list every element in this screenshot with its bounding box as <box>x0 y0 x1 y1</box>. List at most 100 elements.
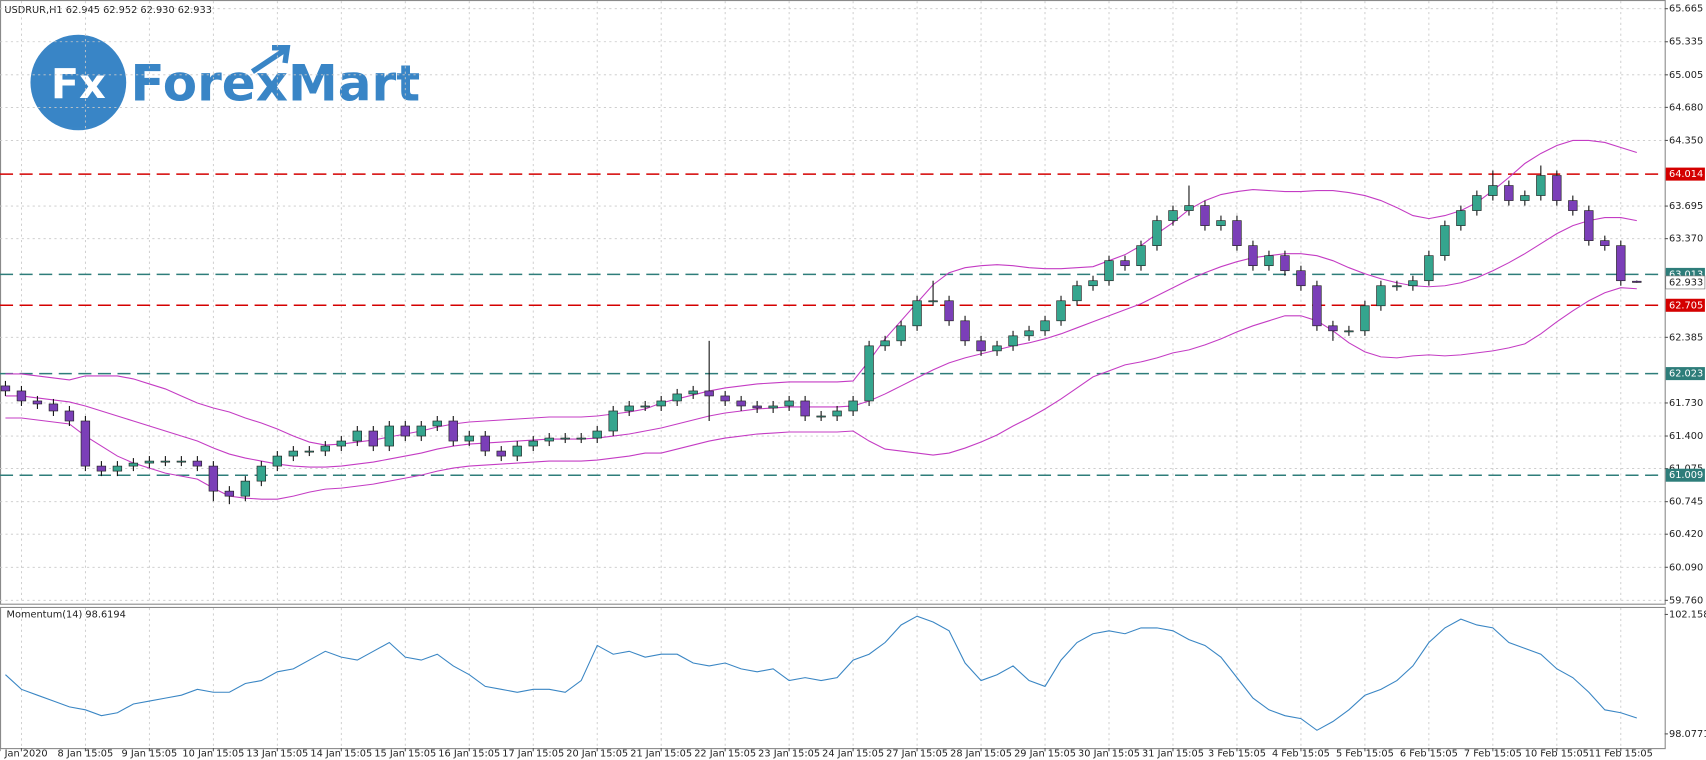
candle-body <box>704 390 714 397</box>
level-label: 64.014 <box>1669 169 1703 180</box>
logo-badge: Fx <box>51 60 106 108</box>
candle-body <box>1616 245 1626 282</box>
candle-body <box>432 420 442 427</box>
level-label-box <box>1665 367 1705 381</box>
candle-body <box>816 415 826 418</box>
y-tick-label: 61.730 <box>1669 398 1703 409</box>
x-tick-label: 21 Jan 15:05 <box>630 748 692 759</box>
logo-circle <box>30 34 127 131</box>
y-tick-label: 60.745 <box>1669 497 1703 508</box>
x-tick-label: 24 Jan 15:05 <box>822 748 884 759</box>
candle-body <box>672 393 682 402</box>
candle-body <box>576 437 586 440</box>
candle-body <box>1488 185 1498 196</box>
indicator-line <box>5 615 1637 731</box>
candle-body <box>448 420 458 442</box>
x-tick-label: 5 Feb 15:05 <box>1336 748 1394 759</box>
candle-body <box>64 410 75 422</box>
candle-body <box>1232 220 1242 246</box>
candle-body <box>1088 280 1098 287</box>
candle-body <box>1376 285 1386 307</box>
candle-body <box>864 345 874 402</box>
candle-body <box>1632 280 1642 283</box>
candle-body <box>1136 245 1146 267</box>
candle-body <box>912 300 922 327</box>
candle-body <box>304 450 314 453</box>
logo-name: ForexMart <box>131 54 421 112</box>
candle-body <box>0 385 11 392</box>
candle-body <box>976 340 986 352</box>
candle-body <box>1120 260 1130 267</box>
candle-body <box>400 425 410 437</box>
candle-body <box>32 400 43 405</box>
y-tick-label: 65.005 <box>1669 70 1703 81</box>
candle-body <box>928 300 938 303</box>
candle-body <box>784 400 794 407</box>
candle-body <box>1040 320 1050 332</box>
candle-body <box>1168 210 1178 221</box>
candle-body <box>1440 225 1450 256</box>
y-tick-label: 64.680 <box>1669 102 1703 113</box>
x-tick-label: 9 Jan 15:05 <box>122 748 178 759</box>
candle-body <box>624 405 634 412</box>
x-tick-label: 4 Feb 15:05 <box>1272 748 1330 759</box>
candle-body <box>1216 220 1226 226</box>
candle-body <box>1472 195 1482 211</box>
x-tick-label: 10 Feb 15:05 <box>1525 748 1589 759</box>
indicator-panel <box>0 606 1666 750</box>
candle-body <box>1104 260 1114 282</box>
x-tick-label: 10 Jan 15:05 <box>182 748 244 759</box>
x-tick-label: 8 Jan 15:05 <box>58 748 114 759</box>
candle-body <box>1520 195 1530 201</box>
candle-body <box>560 437 570 440</box>
candle-body <box>1408 280 1418 287</box>
candle-body <box>1344 330 1354 333</box>
candle-body <box>1200 205 1210 226</box>
level-label: 63.013 <box>1669 269 1703 280</box>
x-tick-label: 13 Jan 15:05 <box>246 748 308 759</box>
candle-body <box>496 450 506 457</box>
level-label-box <box>1665 298 1705 312</box>
candle-body <box>352 430 362 442</box>
candle-body <box>768 405 778 409</box>
x-tick-label: 31 Jan 15:05 <box>1142 748 1204 759</box>
candle-body <box>656 400 666 407</box>
y-tick-label: 63.695 <box>1669 201 1703 212</box>
candle-body <box>336 440 346 447</box>
candle-body <box>1072 285 1082 302</box>
candle-body <box>880 340 890 347</box>
candle-body <box>944 300 954 322</box>
y-tick-label: 60.420 <box>1669 529 1703 540</box>
candle-body <box>1360 305 1370 332</box>
level-label: 61.009 <box>1669 470 1703 481</box>
candle-body <box>48 403 59 412</box>
candle-body <box>608 410 618 432</box>
candle-body <box>592 430 602 439</box>
candle-body <box>832 410 842 417</box>
candle-body <box>720 395 730 402</box>
candle-body <box>1552 175 1562 201</box>
candle-body <box>1328 325 1338 332</box>
candle-body <box>1264 255 1274 267</box>
x-tick-label: 27 Jan 15:05 <box>886 748 948 759</box>
candle-body <box>256 465 267 482</box>
candle-body <box>1392 285 1402 288</box>
candle-body <box>1456 210 1466 226</box>
candle-body <box>1024 330 1034 337</box>
logo-arrow <box>250 45 291 74</box>
candle-body <box>960 320 970 342</box>
candle-body <box>384 425 394 447</box>
indicator-label: Momentum(14) 98.6194 <box>7 610 126 621</box>
candle-body <box>1504 185 1514 201</box>
candle-body <box>1008 335 1018 347</box>
x-tick-label: 23 Jan 15:05 <box>758 748 820 759</box>
candle-body <box>992 345 1002 352</box>
level-label: 62.705 <box>1669 300 1703 311</box>
candle-body <box>144 460 155 464</box>
candle-body <box>512 445 522 457</box>
y-tick-label: 60.090 <box>1669 562 1703 573</box>
indicator-tick-label: 102.1589 <box>1669 609 1706 620</box>
candle-body <box>896 325 906 342</box>
candle-body <box>1600 240 1610 246</box>
